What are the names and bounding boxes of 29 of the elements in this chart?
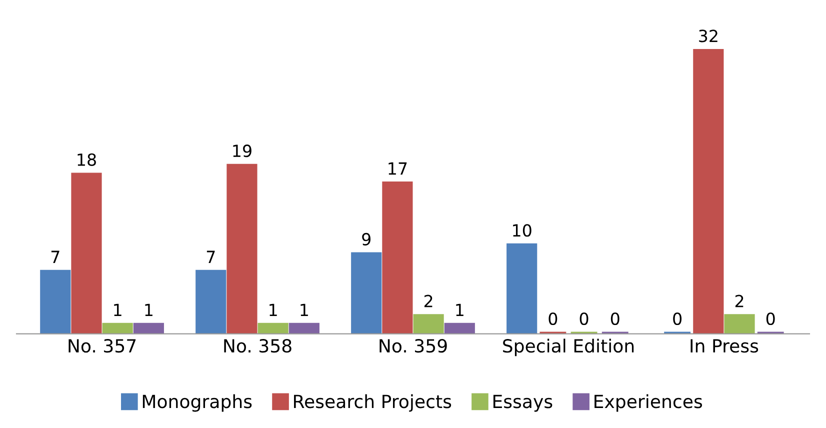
data-label: 18 [78, 153, 96, 166]
data-label: 10 [513, 224, 532, 237]
data-label: 7 [206, 250, 215, 263]
legend-label: Essays [493, 394, 552, 412]
data-label: 19 [233, 144, 252, 158]
data-label: 1 [114, 304, 122, 316]
data-label: 1 [270, 304, 277, 316]
data-label: 0 [673, 312, 682, 326]
x-tick-label: Special Edition [503, 338, 634, 356]
data-label: 1 [300, 304, 308, 316]
data-label: 7 [51, 250, 60, 263]
data-label: 0 [548, 312, 558, 326]
data-label: 1 [145, 304, 152, 316]
x-tick-label: No. 359 [380, 339, 447, 353]
data-label: 0 [766, 312, 775, 326]
data-label: 2 [735, 294, 744, 308]
legend-label: Monographs [142, 394, 252, 412]
legend-label: Research Projects [294, 394, 452, 412]
data-label: 1 [456, 304, 464, 316]
legend-label: Experiences [594, 394, 702, 412]
x-tick-label: No. 358 [224, 339, 292, 353]
data-label: 0 [610, 312, 620, 326]
x-tick-label: No. 357 [68, 339, 136, 353]
x-tick-label: In Press [690, 339, 758, 353]
data-label: 9 [362, 232, 370, 246]
data-label: 17 [388, 162, 407, 175]
data-label: 2 [424, 294, 432, 308]
data-label: 32 [699, 30, 718, 42]
data-label: 0 [580, 312, 588, 326]
